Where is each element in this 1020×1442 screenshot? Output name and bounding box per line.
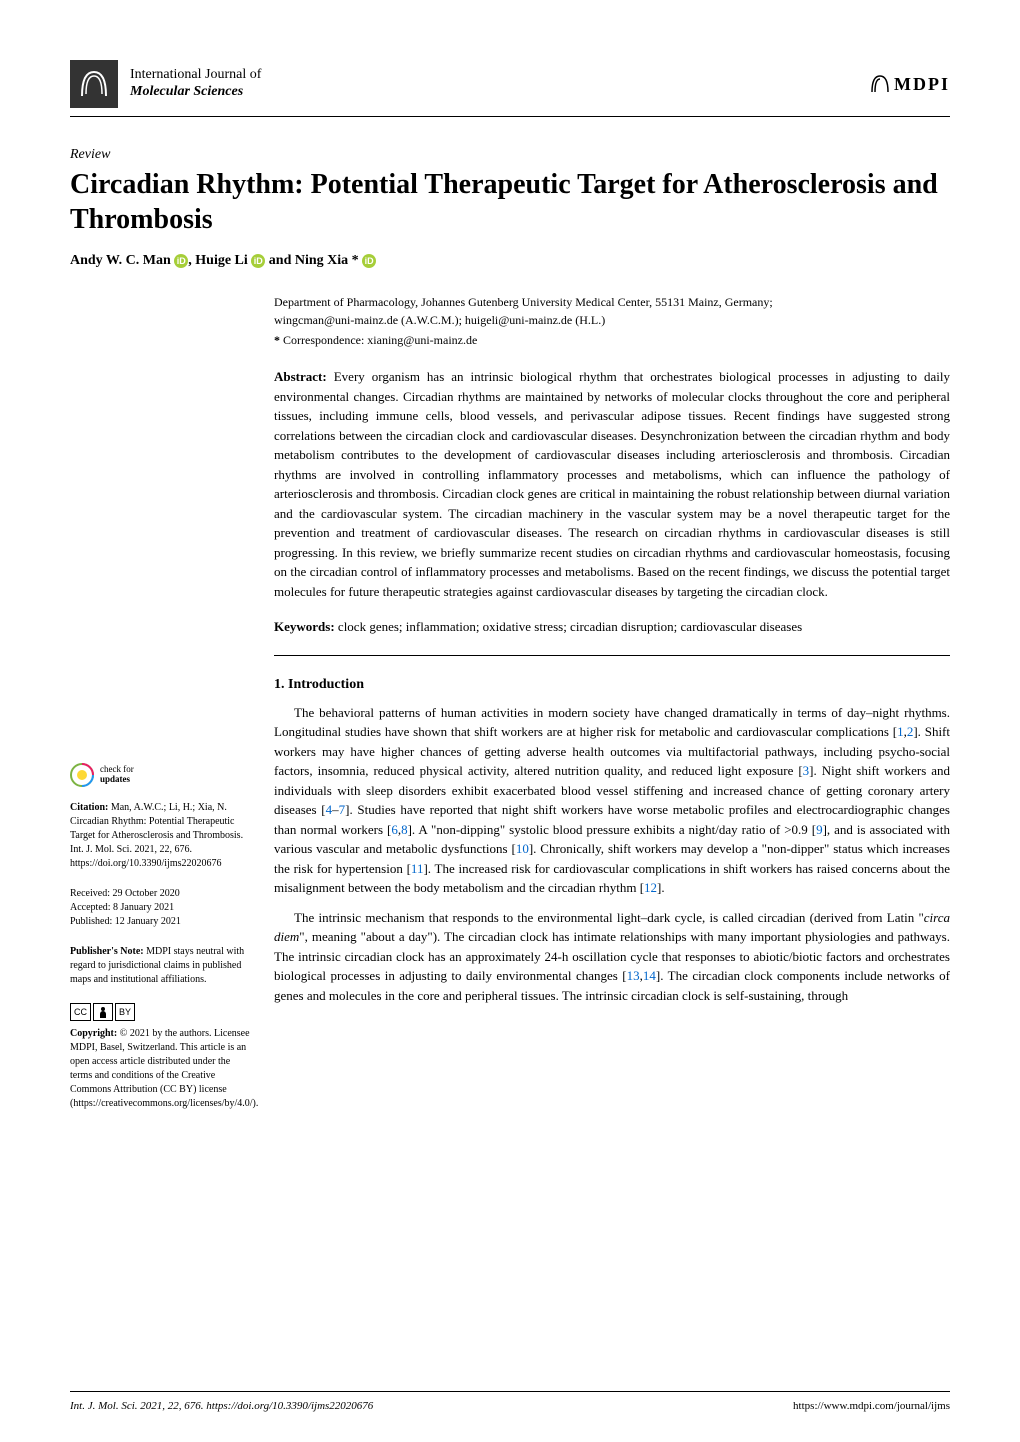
orcid-icon[interactable]: iD [362,254,376,268]
ref-link-11[interactable]: 11 [411,861,424,876]
cc-license-badge[interactable]: CC BY [70,1003,250,1021]
main-columns: check for updates Citation: Man, A.W.C.;… [70,293,950,1127]
footer-left: Int. J. Mol. Sci. 2021, 22, 676. https:/… [70,1400,373,1412]
journal-name-line2: Molecular Sciences [130,84,261,101]
author-list: Andy W. C. Man iD, Huige Li iD and Ning … [70,253,950,269]
check-updates-badge[interactable]: check for updates [70,763,250,787]
check-updates-text: check for updates [100,765,134,785]
ref-link-12[interactable]: 12 [644,880,657,895]
p1-text-e: ]. A "non-dipping" systolic blood pressu… [408,822,817,837]
article-type: Review [70,147,950,163]
keywords-label: Keywords: [274,619,335,634]
content-column: Department of Pharmacology, Johannes Gut… [274,293,950,1127]
copyright-label: Copyright: [70,1028,117,1039]
by-label: BY [115,1003,135,1021]
date-published: Published: 12 January 2021 [70,915,250,929]
journal-name: International Journal of Molecular Scien… [130,67,261,101]
abstract-block: Abstract: Every organism has an intrinsi… [274,367,950,601]
cc-by-icon [93,1003,113,1021]
date-accepted: Accepted: 8 January 2021 [70,901,250,915]
affiliation-emails: wingcman@uni-mainz.de (A.W.C.M.); huigel… [274,311,950,329]
citation-block: Citation: Man, A.W.C.; Li, H.; Xia, N. C… [70,801,250,871]
footer-citation: Int. J. Mol. Sci. 2021, 22, 676. https:/… [70,1400,373,1412]
check-updates-icon [70,763,94,787]
journal-brand: International Journal of Molecular Scien… [70,60,261,108]
header-rule [70,116,950,117]
copyright-text: © 2021 by the authors. Licensee MDPI, Ba… [70,1028,258,1109]
affiliation-dept: Department of Pharmacology, Johannes Gut… [274,293,950,311]
publisher-name: MDPI [894,74,950,95]
author-2: Huige Li [195,253,248,268]
orcid-icon[interactable]: iD [251,254,265,268]
header-row: International Journal of Molecular Scien… [70,60,950,108]
ref-link-14[interactable]: 14 [643,968,656,983]
keywords-text: clock genes; inflammation; oxidative str… [338,619,802,634]
ref-link-10[interactable]: 10 [516,841,529,856]
sidebar-column: check for updates Citation: Man, A.W.C.;… [70,293,250,1127]
dates-block: Received: 29 October 2020 Accepted: 8 Ja… [70,887,250,929]
p2-text-a: The intrinsic mechanism that responds to… [294,910,924,925]
journal-logo-icon [70,60,118,108]
keywords-block: Keywords: clock genes; inflammation; oxi… [274,617,950,637]
author-3: Ning Xia * [295,253,359,268]
article-title: Circadian Rhythm: Potential Therapeutic … [70,167,950,237]
author-1: Andy W. C. Man [70,253,171,268]
copyright-block: Copyright: © 2021 by the authors. Licens… [70,1027,250,1111]
citation-label: Citation: [70,802,108,813]
footer-right[interactable]: https://www.mdpi.com/journal/ijms [793,1400,950,1412]
journal-name-line1: International Journal of [130,67,261,84]
footer-row: Int. J. Mol. Sci. 2021, 22, 676. https:/… [70,1391,950,1412]
section-rule [274,655,950,656]
publisher-logo: MDPI [870,74,950,95]
paragraph-1: The behavioral patterns of human activit… [274,703,950,898]
affiliation-block: Department of Pharmacology, Johannes Gut… [274,293,950,349]
publishers-note-label: Publisher's Note: [70,946,144,957]
paragraph-2: The intrinsic mechanism that responds to… [274,908,950,1006]
sidebar-spacer [70,293,250,763]
abstract-label: Abstract: [274,369,327,384]
correspondence-star: * [274,333,280,347]
section-heading: 1. Introduction [274,674,950,695]
p1-text-i: ]. [657,880,665,895]
date-received: Received: 29 October 2020 [70,887,250,901]
abstract-text: Every organism has an intrinsic biologic… [274,369,950,599]
correspondence: * Correspondence: xianing@uni-mainz.de [274,331,950,349]
author-and: and [269,253,295,268]
check-updates-line2: updates [100,775,134,785]
cc-icon: CC [70,1003,91,1021]
correspondence-text: Correspondence: xianing@uni-mainz.de [283,333,477,347]
p1-text-a: The behavioral patterns of human activit… [274,705,950,740]
orcid-icon[interactable]: iD [174,254,188,268]
ref-link-13[interactable]: 13 [627,968,640,983]
publishers-note-block: Publisher's Note: MDPI stays neutral wit… [70,945,250,987]
mdpi-mark-icon [870,74,890,94]
